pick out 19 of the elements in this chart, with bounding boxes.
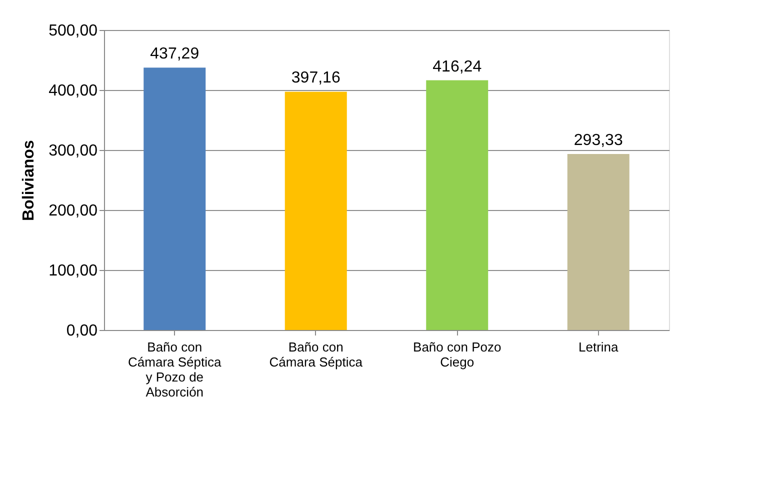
x-tick-label: Letrina (578, 340, 620, 354)
y-tick-label: 0,00 (66, 322, 98, 340)
data-label: 397,16 (291, 70, 340, 87)
y-tick-label: 400,00 (48, 82, 98, 100)
y-tick-label: 500,00 (48, 22, 98, 40)
y-axis-title: Bolivianos (20, 140, 38, 221)
bar (144, 68, 206, 330)
bar (284, 92, 347, 330)
data-label: 293,33 (574, 132, 623, 149)
y-tick-label: 300,00 (48, 142, 98, 160)
x-tick-label: Baño con Pozo Ciego (413, 340, 502, 370)
bar (426, 80, 488, 330)
y-tick-label: 200,00 (48, 202, 98, 220)
x-tick-label: Baño con Cámara Séptica (269, 340, 364, 370)
y-tick-label: 100,00 (48, 262, 98, 280)
data-label: 437,29 (150, 46, 200, 63)
x-tick-label: Baño con Cámara Séptica y Pozo de Absorción (128, 340, 222, 400)
bar (567, 154, 630, 330)
data-label: 416,24 (432, 58, 482, 76)
